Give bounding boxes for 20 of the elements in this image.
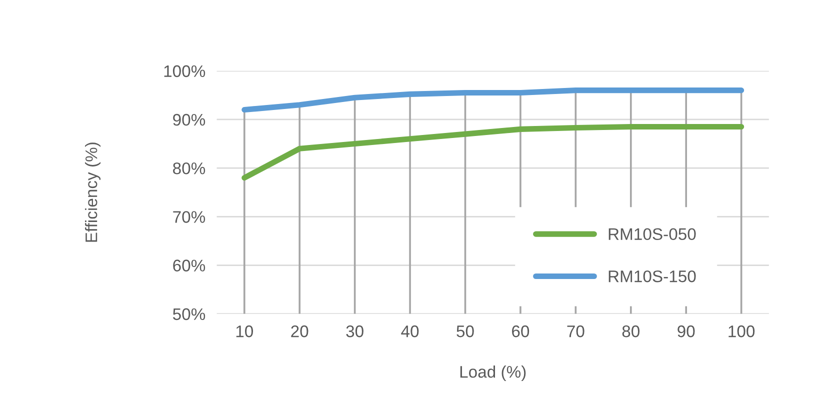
y-tick-label: 90%	[173, 114, 206, 126]
x-axis-title: Load (%)	[460, 366, 526, 382]
x-tick-label: 10	[236, 325, 253, 338]
legend-label: RM10S-050	[608, 228, 696, 240]
y-tick-label: 70%	[173, 211, 206, 223]
y-axis-title: Efficiency (%)	[84, 142, 101, 242]
legend-label: RM10S-150	[608, 270, 696, 282]
y-tick-label: 60%	[173, 260, 206, 272]
x-tick-label: 80	[622, 325, 640, 338]
y-tick-label: 50%	[172, 308, 206, 320]
x-tick-label: 90	[678, 325, 695, 338]
y-tick-label: 80%	[173, 162, 206, 174]
x-tick-label: 30	[346, 325, 364, 338]
x-tick-label: 100	[728, 325, 755, 338]
x-tick-label: 70	[567, 325, 584, 338]
y-tick-label: 100%	[164, 65, 206, 78]
x-tick-label: 60	[512, 325, 530, 338]
x-tick-label: 40	[401, 325, 419, 338]
x-tick-label: 20	[291, 325, 308, 338]
x-tick-label: 50	[456, 325, 474, 338]
